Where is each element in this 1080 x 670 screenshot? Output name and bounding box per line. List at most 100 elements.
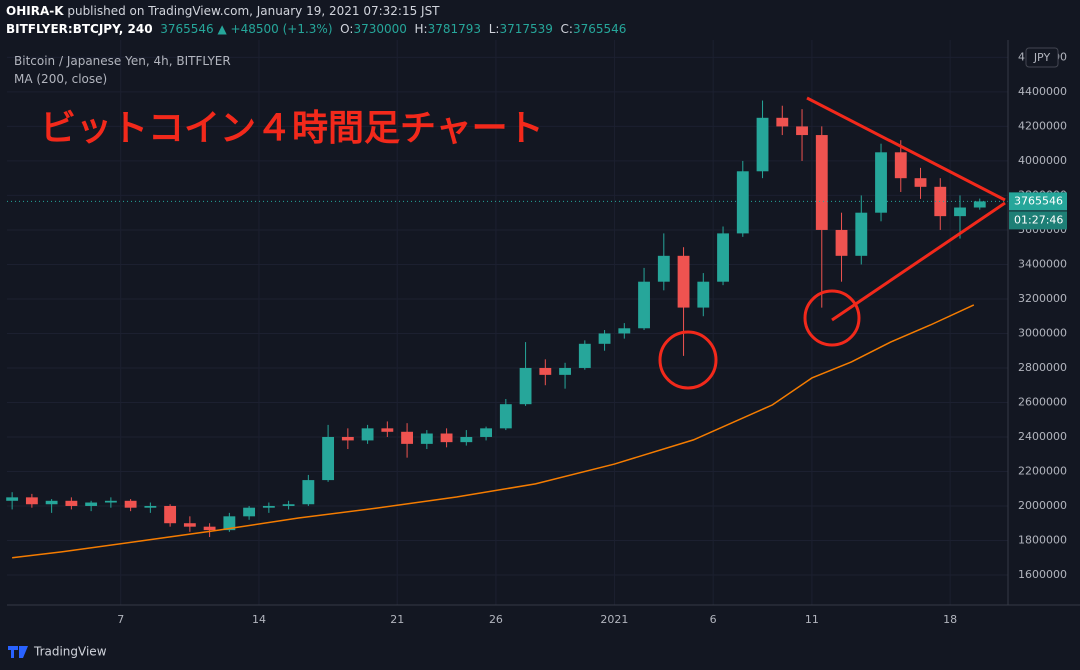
x-tick-label: 6 xyxy=(710,613,717,626)
header-line-1: OHIRA-K published on TradingView.com, Ja… xyxy=(6,4,440,18)
y-tick-label: 2400000 xyxy=(1018,430,1067,443)
brand: TradingView xyxy=(33,645,107,659)
symbol: BITFLYER:BTCJPY, 240 xyxy=(6,22,153,36)
candle-body xyxy=(697,281,710,308)
annotations xyxy=(658,96,1006,390)
x-tick-label: 26 xyxy=(489,613,503,626)
candle-body xyxy=(598,333,611,344)
candle-body xyxy=(164,505,177,524)
candle-body xyxy=(282,504,295,506)
ohlc-label: H: xyxy=(414,22,428,36)
ohlc-label: C: xyxy=(560,22,573,36)
candle-body xyxy=(420,433,433,444)
countdown: 01:27:46 xyxy=(1014,213,1063,226)
candle-body xyxy=(262,505,275,508)
candle-body xyxy=(519,367,532,405)
y-tick-label: 3200000 xyxy=(1018,292,1067,305)
y-tick-label: 2000000 xyxy=(1018,499,1067,512)
candle-body xyxy=(499,404,512,429)
ohlc-close: 3765546 xyxy=(572,22,627,36)
annotation-text: ビットコイン４時間足チャート xyxy=(40,108,544,149)
candle-body xyxy=(223,516,236,531)
published: published on TradingView.com, January 19… xyxy=(67,4,440,18)
last-price: 3765546 xyxy=(160,22,214,36)
candle-body xyxy=(875,152,887,213)
x-tick-label: 7 xyxy=(117,613,124,626)
candle-body xyxy=(855,212,868,256)
countdown-box xyxy=(1009,211,1067,230)
currency: JPY xyxy=(1033,51,1051,64)
ohlc-label: O: xyxy=(340,22,354,36)
last-price-box xyxy=(1009,192,1067,211)
candle-body xyxy=(776,117,789,127)
triangle-upper xyxy=(806,96,1006,202)
candle-body xyxy=(322,436,335,481)
candle-body xyxy=(460,436,473,443)
candle-body xyxy=(973,201,986,208)
candle-body xyxy=(183,523,196,527)
candle-body xyxy=(954,207,966,217)
y-tick-label: 2800000 xyxy=(1018,361,1067,374)
circle-left xyxy=(658,330,718,390)
candle-body xyxy=(756,117,769,172)
candle-body xyxy=(796,126,808,136)
y-tick-label: 4400000 xyxy=(1018,85,1067,98)
candle-body xyxy=(815,135,828,230)
candle-body xyxy=(894,152,907,179)
plot xyxy=(6,100,1008,559)
brand-logo xyxy=(8,646,28,658)
candle-body xyxy=(341,436,354,441)
y-tick-label: 2600000 xyxy=(1018,395,1067,408)
candle-body xyxy=(736,171,749,234)
grid xyxy=(7,40,1008,605)
candle-body xyxy=(6,497,19,501)
candle-body xyxy=(25,497,38,505)
ohlc-high: 3781793 xyxy=(427,22,482,36)
y-tick-label: 3000000 xyxy=(1018,326,1067,339)
y-tick-label: 4000000 xyxy=(1018,154,1067,167)
y-tick-label: 2200000 xyxy=(1018,464,1067,477)
candle-body xyxy=(124,500,137,508)
circle-right xyxy=(803,289,861,347)
candle-body xyxy=(302,480,315,505)
candle-body xyxy=(440,433,453,443)
candle-body xyxy=(934,186,947,217)
candle-body xyxy=(717,233,729,282)
legend-title: Bitcoin / Japanese Yen, 4h, BITFLYER xyxy=(14,54,231,68)
candle-body xyxy=(381,428,394,432)
header-line-2: BITFLYER:BTCJPY, 240 3765546 ▲ +48500 (+… xyxy=(6,22,626,36)
currency-box xyxy=(1025,47,1059,68)
candle-body xyxy=(361,428,374,441)
candle-body xyxy=(85,502,98,506)
x-tick-label: 21 xyxy=(390,613,404,626)
candle-body xyxy=(480,428,492,437)
axes: 1600000 1800000 2000000 2200000 2400000 26000… xyxy=(117,50,1067,626)
candle-body xyxy=(638,281,650,329)
candle-body xyxy=(243,507,256,517)
last-price-label: 3765546 xyxy=(1014,194,1063,207)
change: ▲ +48500 (+1.3%) xyxy=(217,22,333,36)
x-tick-label: 18 xyxy=(943,613,957,626)
x-tick-label: 14 xyxy=(252,613,266,626)
author: OHIRA-K xyxy=(6,4,64,18)
candle-body xyxy=(559,367,571,375)
legend-ma: MA (200, close) xyxy=(14,72,108,86)
ohlc-open: 3730000 xyxy=(353,22,407,36)
ohlc-label: L: xyxy=(488,22,500,36)
y-tick-label: 1600000 xyxy=(1018,568,1067,581)
candle-body xyxy=(144,505,157,508)
candle-body xyxy=(657,255,670,282)
y-tick-label: 1800000 xyxy=(1018,533,1067,546)
candle-body xyxy=(835,229,848,256)
ma-line xyxy=(12,304,975,559)
candle-body xyxy=(203,526,216,531)
y-tick-label: 4200000 xyxy=(1018,119,1067,132)
y-tick-label: 3400000 xyxy=(1018,257,1067,270)
ohlc-low: 3717539 xyxy=(499,22,553,36)
candle-body xyxy=(45,500,58,505)
x-tick-label: 2021 xyxy=(600,613,628,626)
candle-body xyxy=(65,500,78,506)
candle-body xyxy=(914,178,927,187)
